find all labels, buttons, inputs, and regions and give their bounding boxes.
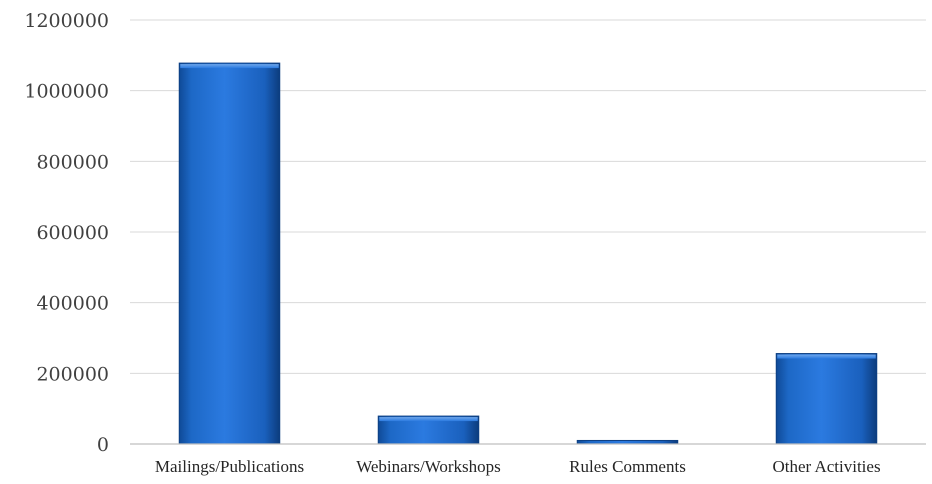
y-tick-label: 800000 bbox=[36, 151, 109, 173]
y-tick-label: 1000000 bbox=[24, 81, 109, 103]
x-tick-label: Webinars/Workshops bbox=[356, 457, 501, 476]
bar-webinars-workshops bbox=[377, 415, 480, 445]
x-tick-label: Rules Comments bbox=[569, 457, 686, 476]
bar-highlight bbox=[180, 64, 279, 69]
bar-mailings-publications bbox=[178, 62, 281, 445]
bar-other-activities bbox=[775, 353, 878, 445]
y-tick-label: 1200000 bbox=[24, 10, 109, 32]
x-tick-label: Other Activities bbox=[772, 457, 880, 476]
bar bbox=[775, 353, 878, 445]
bars bbox=[178, 62, 878, 445]
y-axis-tick-labels: 0 200000 400000 600000 800000 1000000 1200000 bbox=[24, 10, 109, 456]
x-tick-label: Mailings/Publications bbox=[155, 457, 304, 476]
y-tick-label: 600000 bbox=[36, 222, 109, 244]
y-tick-label: 400000 bbox=[36, 293, 109, 315]
bar-highlight bbox=[777, 354, 876, 359]
x-axis-tick-labels: Mailings/Publications Webinars/Workshops R… bbox=[155, 457, 881, 476]
bar-highlight bbox=[379, 417, 478, 422]
y-tick-label: 200000 bbox=[36, 363, 109, 385]
y-tick-label: 0 bbox=[97, 434, 109, 456]
bar bbox=[178, 62, 281, 445]
